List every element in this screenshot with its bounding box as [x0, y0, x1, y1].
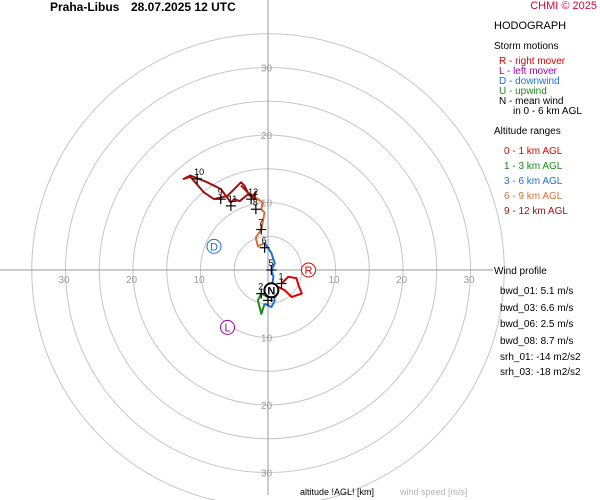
footer: altitude !AGL! [km] wind speed [m/s] [0, 487, 600, 500]
wind-speed-axis-label: wind speed [m/s] [400, 487, 468, 497]
storm-marker [301, 262, 316, 278]
height-label: 7 [258, 218, 263, 228]
ring-label: 10 [261, 334, 273, 345]
datetime-title: 28.07.2025 12 UTC [131, 0, 236, 14]
legend-item: N - mean wind [499, 96, 564, 107]
height-label: 8 [253, 197, 258, 207]
legend-item: L - left mover [499, 66, 557, 77]
ring-label: 10 [261, 199, 273, 210]
legend-item: 9 - 12 km AGL [504, 206, 568, 217]
ring-label: 30 [59, 275, 71, 286]
ring-label: 30 [464, 275, 476, 286]
storm-label: L [224, 322, 230, 334]
legend-item: D - downwind [499, 76, 560, 87]
legend-item: 3 - 6 km AGL [504, 176, 563, 187]
legend-item: in 0 - 6 km AGL [513, 106, 582, 117]
legend-item: R - right mover [499, 56, 566, 67]
credit-label: CHMI © 2025 [530, 0, 597, 12]
ring-label: 30 [261, 64, 273, 75]
height-label: 11 [228, 194, 237, 204]
storm-motions-title: Storm motions [494, 41, 559, 52]
legend-item: srh_03: -18 m2/s2 [500, 367, 581, 378]
height-label: 2 [258, 282, 263, 292]
altitude-axis-label: altitude !AGL! [km] [300, 487, 375, 497]
height-markers: 123456789101112 [192, 167, 287, 306]
station-title: Praha-Libus [50, 0, 120, 14]
altitude-ranges-title: Altitude ranges [494, 126, 561, 137]
storm-marker [206, 238, 222, 254]
hodograph-title: HODOGRAPH [494, 20, 567, 32]
legend-item: 1 - 3 km AGL [504, 161, 563, 172]
ring-label: 10 [194, 275, 206, 286]
hodograph-axes [0, 0, 493, 495]
legend-item: bwd_08: 8.7 m/s [500, 335, 574, 347]
height-label: 12 [248, 187, 258, 197]
ring-label: 30 [261, 469, 273, 480]
ring-label: 20 [126, 275, 138, 286]
series-line [247, 191, 266, 248]
legend-item: bwd_01: 5.1 m/s [500, 286, 574, 297]
legend-item: bwd_06: 2.5 m/s [500, 319, 574, 330]
legend-item: 6 - 9 km AGL [504, 191, 563, 202]
legend-item: U - upwind [499, 86, 547, 97]
height-label: 5 [268, 258, 273, 268]
ring-labels: 10 10 10 10 20 20 20 20 30 30 30 30 [59, 64, 476, 480]
legend-item: bwd_03: 6.6 m/s [500, 302, 574, 314]
storm-label: D [210, 241, 218, 253]
storm-marker [263, 282, 280, 299]
height-label: 10 [194, 167, 204, 177]
wind-series [182, 174, 303, 315]
storm-label: R [305, 265, 313, 277]
legend-sidebar: HODOGRAPH Storm motions R - right mover L… [494, 0, 600, 500]
ring-label: 20 [261, 131, 273, 142]
wind-profile-title: Wind profile [494, 266, 547, 277]
legend-item: 0 - 1 km AGL [504, 146, 563, 157]
legend-item: srh_01: -14 m2/s2 [500, 352, 581, 363]
ring-label: 20 [261, 401, 273, 412]
height-label: 6 [262, 236, 267, 246]
height-label: 9 [218, 187, 223, 197]
ring-label: 10 [329, 275, 341, 286]
storm-motion-markers: R L D N [206, 238, 316, 335]
height-label: 1 [279, 272, 284, 282]
series-line [263, 242, 276, 309]
storm-marker [220, 319, 235, 335]
ring-label: 20 [396, 275, 408, 286]
storm-label: N [267, 285, 275, 297]
series-line [277, 275, 303, 298]
